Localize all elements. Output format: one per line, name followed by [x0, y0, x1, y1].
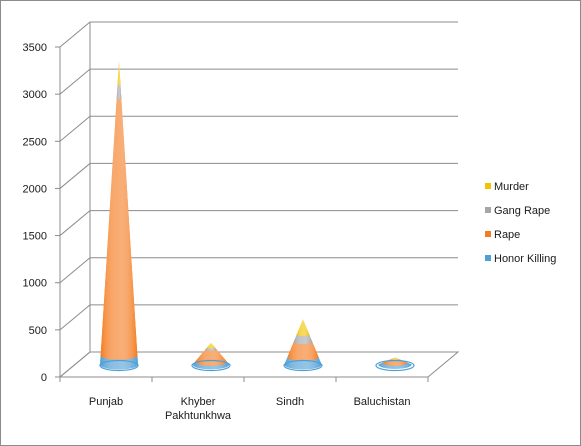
x-tick-label-line: Pakhtunkhwa: [165, 410, 232, 422]
legend: Murder Gang Rape Rape Honor Killing: [485, 181, 556, 265]
y-tick-label: 0: [41, 372, 47, 384]
cone-punjab: [99, 60, 139, 372]
cone-segment-shading: [391, 357, 399, 360]
y-tick-label: 1500: [23, 231, 47, 243]
cone-segment-shading: [100, 98, 138, 360]
cone-segment-shading: [116, 84, 122, 100]
x-tick-label-line: Baluchistan: [354, 396, 411, 408]
cones: [99, 60, 415, 372]
cone-base: [375, 359, 415, 372]
cone-baluchistan: [375, 357, 415, 372]
legend-label: Murder: [494, 181, 529, 193]
x-axis-ticks: Punjab Khyber Pakhtunkhwa Sindh Baluchistan: [59, 377, 429, 422]
legend-swatch: [485, 183, 491, 189]
x-tick-label-line: Punjab: [89, 396, 123, 408]
cone-segment-shading: [205, 347, 217, 351]
y-tick-label: 3000: [23, 89, 47, 101]
cone-segment-shading: [293, 334, 313, 345]
cone-base: [283, 359, 323, 372]
cone-segment-shading: [117, 60, 121, 85]
y-tick-label: 3500: [23, 42, 47, 54]
legend-label: Gang Rape: [494, 205, 550, 217]
legend-label: Rape: [494, 229, 520, 241]
cone-segment-shading: [287, 341, 319, 362]
legend-label: Honor Killing: [494, 253, 556, 265]
gridline: [59, 257, 458, 284]
cone-segment-shading: [207, 342, 215, 349]
y-tick-label: 2500: [23, 136, 47, 148]
cone-base: [99, 359, 139, 372]
x-tick-label-line: Khyber: [181, 396, 216, 408]
gridline: [59, 21, 458, 48]
gridline: [59, 210, 458, 236]
legend-swatch: [485, 255, 491, 261]
legend-swatch: [485, 231, 491, 237]
gridline: [59, 115, 458, 142]
gridline: [59, 162, 458, 189]
cone-base: [191, 359, 231, 372]
y-tick-label: 500: [29, 325, 47, 337]
gridline: [59, 304, 458, 331]
x-tick-label: Baluchistan: [354, 396, 411, 408]
x-tick-label: Punjab: [89, 396, 123, 408]
cone-sindh: [283, 319, 323, 372]
y-tick-label: 2000: [23, 183, 47, 195]
x-tick-label: Sindh: [276, 396, 304, 408]
gridline: [59, 68, 458, 95]
y-tick-label: 1000: [23, 278, 47, 290]
x-tick-label-line: Sindh: [276, 396, 304, 408]
cone-khyber-pakhtunkhwa: [191, 342, 231, 372]
legend-swatch: [485, 207, 491, 213]
cone-segment-shading: [195, 349, 227, 366]
y-axis-ticks: 0 500 1000 1500 2000 2500 3000 3500: [23, 42, 60, 384]
gridlines: [59, 21, 458, 378]
x-tick-label: Khyber Pakhtunkhwa: [165, 396, 232, 422]
cone-segment-shading: [296, 319, 310, 336]
gridline: [59, 351, 458, 378]
